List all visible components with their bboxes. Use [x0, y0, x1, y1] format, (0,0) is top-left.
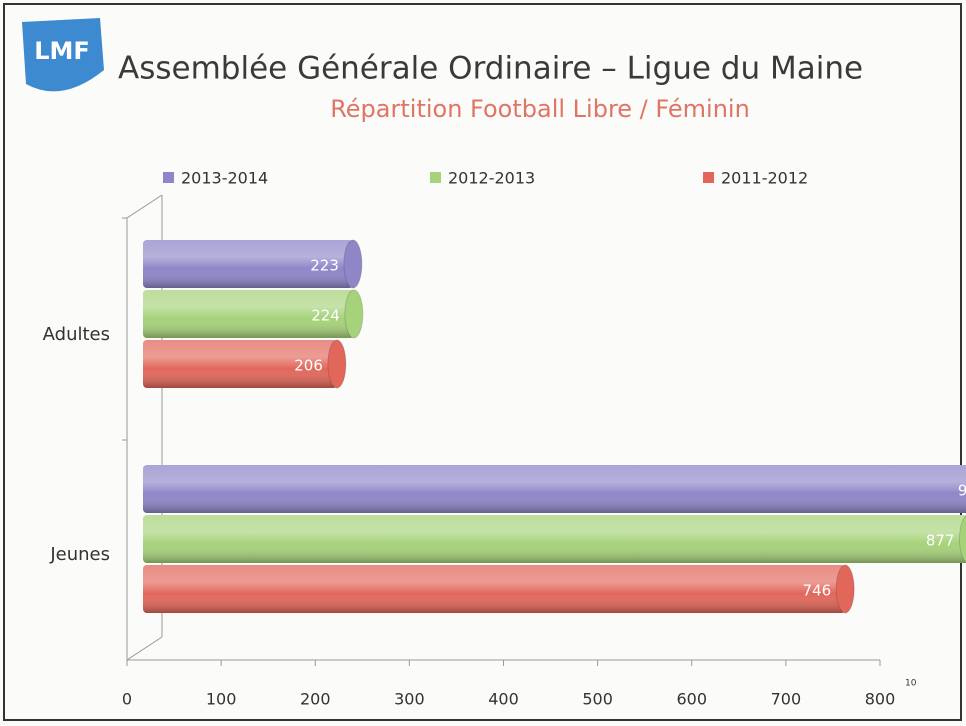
legend-swatch: [430, 172, 441, 183]
value-label: 206: [294, 357, 323, 375]
legend-swatch: [703, 172, 714, 183]
category-label: Jeunes: [49, 544, 110, 565]
value-label: 223: [310, 257, 339, 275]
bar-shine: [143, 515, 966, 563]
bar-cap: [344, 289, 364, 339]
value-label: 746: [803, 582, 832, 600]
logo-text: LMF: [34, 37, 90, 65]
x-tick-label: 100: [206, 690, 237, 709]
legend-label: 2012-2013: [448, 169, 535, 188]
value-label: 911: [958, 482, 966, 500]
bar-cap: [958, 515, 966, 563]
value-label: 224: [311, 307, 340, 325]
slide-border: [3, 3, 962, 721]
x-tick-label: 400: [488, 690, 519, 709]
bar-cap: [835, 564, 855, 614]
x-tick-label: 300: [394, 690, 425, 709]
bar-shine: [143, 465, 966, 513]
x-tick-label: 700: [771, 690, 802, 709]
x-tick-label: 500: [582, 690, 613, 709]
value-label: 877: [926, 532, 955, 550]
bar-cap: [343, 239, 363, 289]
chart-title: Assemblée Générale Ordinaire – Ligue du …: [118, 51, 863, 87]
x-tick-label: 0: [122, 690, 132, 709]
legend-swatch: [163, 172, 174, 183]
bar-shine: [143, 240, 353, 288]
chart-subtitle: Répartition Football Libre / Féminin: [330, 95, 750, 123]
x-tick-label: 600: [676, 690, 707, 709]
logo: LMF: [22, 18, 104, 92]
bar-shine: [143, 340, 337, 388]
x-tick-label: 800: [865, 690, 896, 709]
bar-shine: [143, 565, 846, 613]
legend-label: 2013-2014: [181, 169, 268, 188]
legend-label: 2011-2012: [721, 169, 808, 188]
x-tick-label: 200: [300, 690, 331, 709]
page-number: 10: [905, 679, 917, 689]
bar-cap: [327, 339, 347, 389]
bar-shine: [143, 290, 354, 338]
category-label: Adultes: [43, 324, 110, 345]
